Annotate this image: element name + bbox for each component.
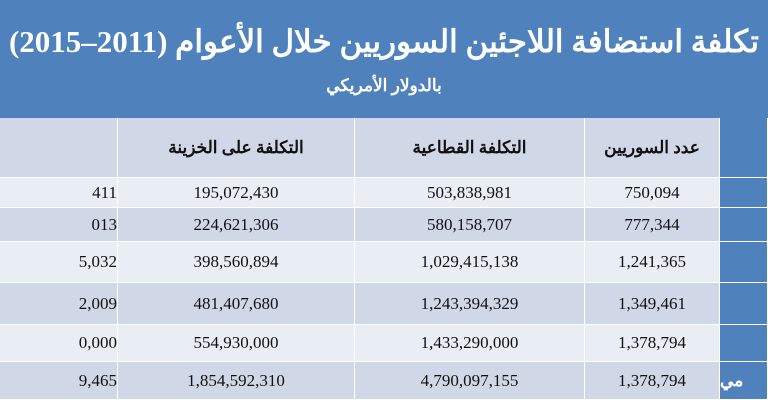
table-cell: 580,158,707: [355, 208, 585, 242]
table-cell: 503,838,981: [355, 178, 585, 208]
table-cell: 1,243,394,329: [355, 283, 585, 325]
table-cell: 481,407,680: [118, 283, 355, 325]
column-header: التكلفة على الخزينة: [118, 118, 355, 178]
table-cell: 1,433,290,000: [355, 325, 585, 362]
table-cell: 411: [0, 178, 118, 208]
row-label-cell: مي: [720, 362, 768, 400]
subtitle: بالدولار الأمريكي: [326, 76, 442, 95]
table-cell: 013: [0, 208, 118, 242]
title: تكلفة استضافة اللاجئين السوريين خلال الأ…: [8, 24, 760, 59]
table-cell: 4,790,097,155: [355, 362, 585, 400]
table-cell: 224,621,306: [118, 208, 355, 242]
table-cell: 1,349,461: [585, 283, 720, 325]
table-cell: 9,465: [0, 362, 118, 400]
row-label-cell: [720, 208, 768, 242]
table-cell: 0,000: [0, 325, 118, 362]
row-label-cell: [720, 178, 768, 208]
row-label-cell: [720, 242, 768, 283]
table-cell: 777,344: [585, 208, 720, 242]
column-header: التكلفة القطاعية: [355, 118, 585, 178]
table-cell: 1,378,794: [585, 362, 720, 400]
row-label-cell: [720, 283, 768, 325]
table-cell: 750,094: [585, 178, 720, 208]
column-header: عدد السوريين: [585, 118, 720, 178]
table-cell: 2,009: [0, 283, 118, 325]
table-cell: 1,854,592,310: [118, 362, 355, 400]
row-label-cell: [720, 118, 768, 178]
table-cell: 195,072,430: [118, 178, 355, 208]
column-header: التكا: [0, 118, 118, 178]
table-cell: 5,032: [0, 242, 118, 283]
table-cell: 554,930,000: [118, 325, 355, 362]
table-cell: 1,241,365: [585, 242, 720, 283]
table-cell: 1,378,794: [585, 325, 720, 362]
table-cell: 1,029,415,138: [355, 242, 585, 283]
table-cell: 398,560,894: [118, 242, 355, 283]
row-label-cell: [720, 325, 768, 362]
title-band: [0, 0, 768, 118]
